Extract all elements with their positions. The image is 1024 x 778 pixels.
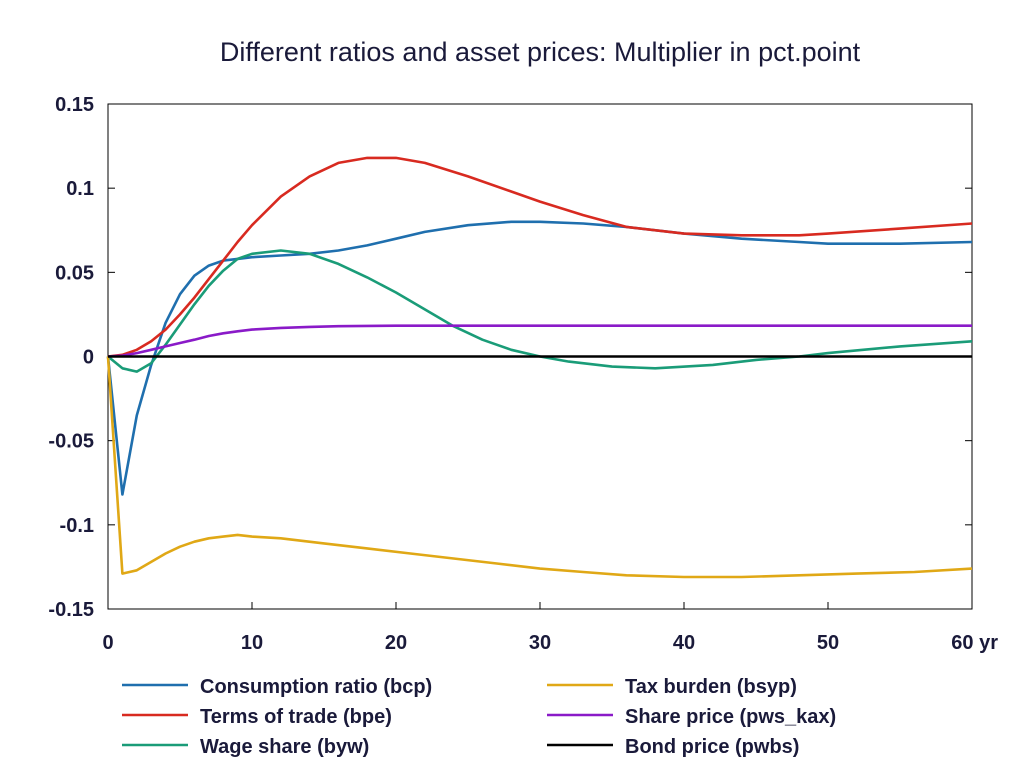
x-tick-label: 10 (241, 632, 263, 654)
x-tick-label: 40 (673, 632, 695, 654)
series-line-4 (106, 356, 973, 579)
legend-label: Tax burden (bsyp) (625, 676, 797, 698)
x-tick-label: 20 (385, 632, 407, 654)
y-tick-label: 0.15 (55, 94, 94, 116)
legend-label: Share price (pws_kax) (625, 706, 836, 728)
x-tick-label: 60 yr (951, 632, 998, 654)
series-line-2 (107, 156, 973, 358)
series-line-1 (106, 220, 973, 496)
series-line-3 (107, 249, 973, 373)
legend: Consumption ratio (bcp) Terms of trade (b… (122, 676, 836, 758)
x-tick-label: 30 (529, 632, 551, 654)
legend-label: Consumption ratio (bcp) (200, 676, 432, 698)
series-line-5 (107, 324, 972, 358)
legend-label: Wage share (byw) (200, 736, 369, 758)
y-tick-label: -0.15 (48, 599, 94, 621)
x-tick-label: 50 (817, 632, 839, 654)
x-tick-label: 0 (102, 632, 113, 654)
y-tick-label: 0.1 (66, 178, 94, 200)
plot-area: 0.15 0.1 0.05 0 -0.05 -0.1 -0.15 0 10 20 30 40 50 60 … (48, 94, 998, 654)
y-tick-label: 0 (83, 347, 94, 369)
legend-label: Bond price (pwbs) (625, 736, 799, 758)
y-tick-label: -0.1 (60, 515, 94, 537)
legend-label: Terms of trade (bpe) (200, 706, 392, 728)
y-tick-label: 0.05 (55, 262, 94, 284)
chart-title: Different ratios and asset prices: Multi… (220, 37, 861, 67)
y-tick-label: -0.05 (48, 431, 94, 453)
